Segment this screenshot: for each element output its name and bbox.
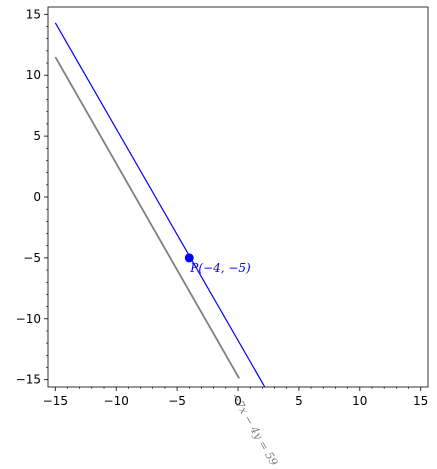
point-label: P(−4, −5) — [189, 261, 251, 275]
blue-line — [54, 22, 266, 388]
y-tick-labels: −15 −10 −5 0 5 10 15 — [16, 7, 41, 386]
point-p-marker — [184, 253, 194, 263]
y-tick-label: −15 — [16, 373, 41, 387]
x-tick-label: −5 — [168, 394, 186, 408]
x-tick-label: 15 — [413, 394, 428, 408]
y-tick-label: 5 — [33, 129, 41, 143]
gray-line — [54, 56, 240, 379]
data-points — [184, 253, 194, 263]
minor-ticks — [46, 26, 409, 389]
x-tick-label: 10 — [352, 394, 367, 408]
y-tick-label: 10 — [26, 68, 41, 82]
y-tick-label: −10 — [16, 312, 41, 326]
y-tick-label: 15 — [26, 7, 41, 21]
y-tick-label: −5 — [23, 251, 41, 265]
plot-area — [47, 6, 429, 388]
line-equation-label: −7x − 4y = 59 — [228, 391, 280, 469]
y-tick-label: 0 — [33, 190, 41, 204]
x-tick-labels: −15 −10 −5 0 5 10 15 — [43, 394, 429, 408]
x-tick-label: 5 — [295, 394, 303, 408]
x-tick-label: −15 — [43, 394, 68, 408]
major-ticks — [44, 13, 422, 391]
x-tick-label: 0 — [234, 394, 242, 408]
x-tick-label: −10 — [104, 394, 129, 408]
series-lines — [54, 22, 266, 388]
